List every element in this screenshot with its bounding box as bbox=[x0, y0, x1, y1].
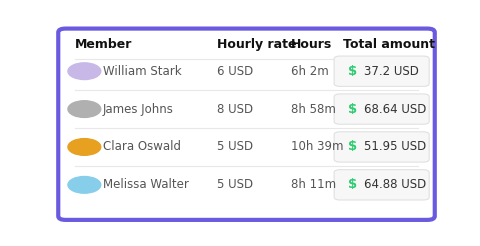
FancyBboxPatch shape bbox=[334, 132, 428, 162]
Text: 8h 11m: 8h 11m bbox=[291, 178, 336, 191]
Text: 10h 39m: 10h 39m bbox=[291, 140, 343, 154]
Text: Hourly rate: Hourly rate bbox=[216, 38, 296, 51]
Text: William Stark: William Stark bbox=[103, 65, 181, 78]
Text: 37.2 USD: 37.2 USD bbox=[363, 65, 418, 78]
Text: $: $ bbox=[347, 65, 356, 78]
Text: 5 USD: 5 USD bbox=[216, 140, 252, 154]
Text: 5 USD: 5 USD bbox=[216, 178, 252, 191]
Circle shape bbox=[68, 177, 100, 193]
Text: 6h 2m: 6h 2m bbox=[291, 65, 328, 78]
Text: Member: Member bbox=[75, 38, 132, 51]
Text: Melissa Walter: Melissa Walter bbox=[103, 178, 189, 191]
Text: 64.88 USD: 64.88 USD bbox=[363, 178, 425, 191]
Text: Total amount: Total amount bbox=[343, 38, 434, 51]
Text: Hours: Hours bbox=[291, 38, 332, 51]
Text: 51.95 USD: 51.95 USD bbox=[363, 140, 425, 154]
FancyBboxPatch shape bbox=[334, 170, 428, 200]
Text: 6 USD: 6 USD bbox=[216, 65, 252, 78]
Circle shape bbox=[68, 139, 100, 155]
Text: Clara Oswald: Clara Oswald bbox=[103, 140, 180, 154]
Circle shape bbox=[68, 101, 100, 117]
FancyBboxPatch shape bbox=[334, 56, 428, 86]
FancyBboxPatch shape bbox=[58, 29, 434, 220]
Text: $: $ bbox=[347, 140, 356, 154]
Text: 8h 58m: 8h 58m bbox=[291, 103, 336, 116]
Text: 68.64 USD: 68.64 USD bbox=[363, 103, 425, 116]
FancyBboxPatch shape bbox=[334, 94, 428, 124]
Text: 8 USD: 8 USD bbox=[216, 103, 252, 116]
Text: $: $ bbox=[347, 103, 356, 116]
Circle shape bbox=[68, 63, 100, 79]
Text: $: $ bbox=[347, 178, 356, 191]
Text: James Johns: James Johns bbox=[103, 103, 173, 116]
